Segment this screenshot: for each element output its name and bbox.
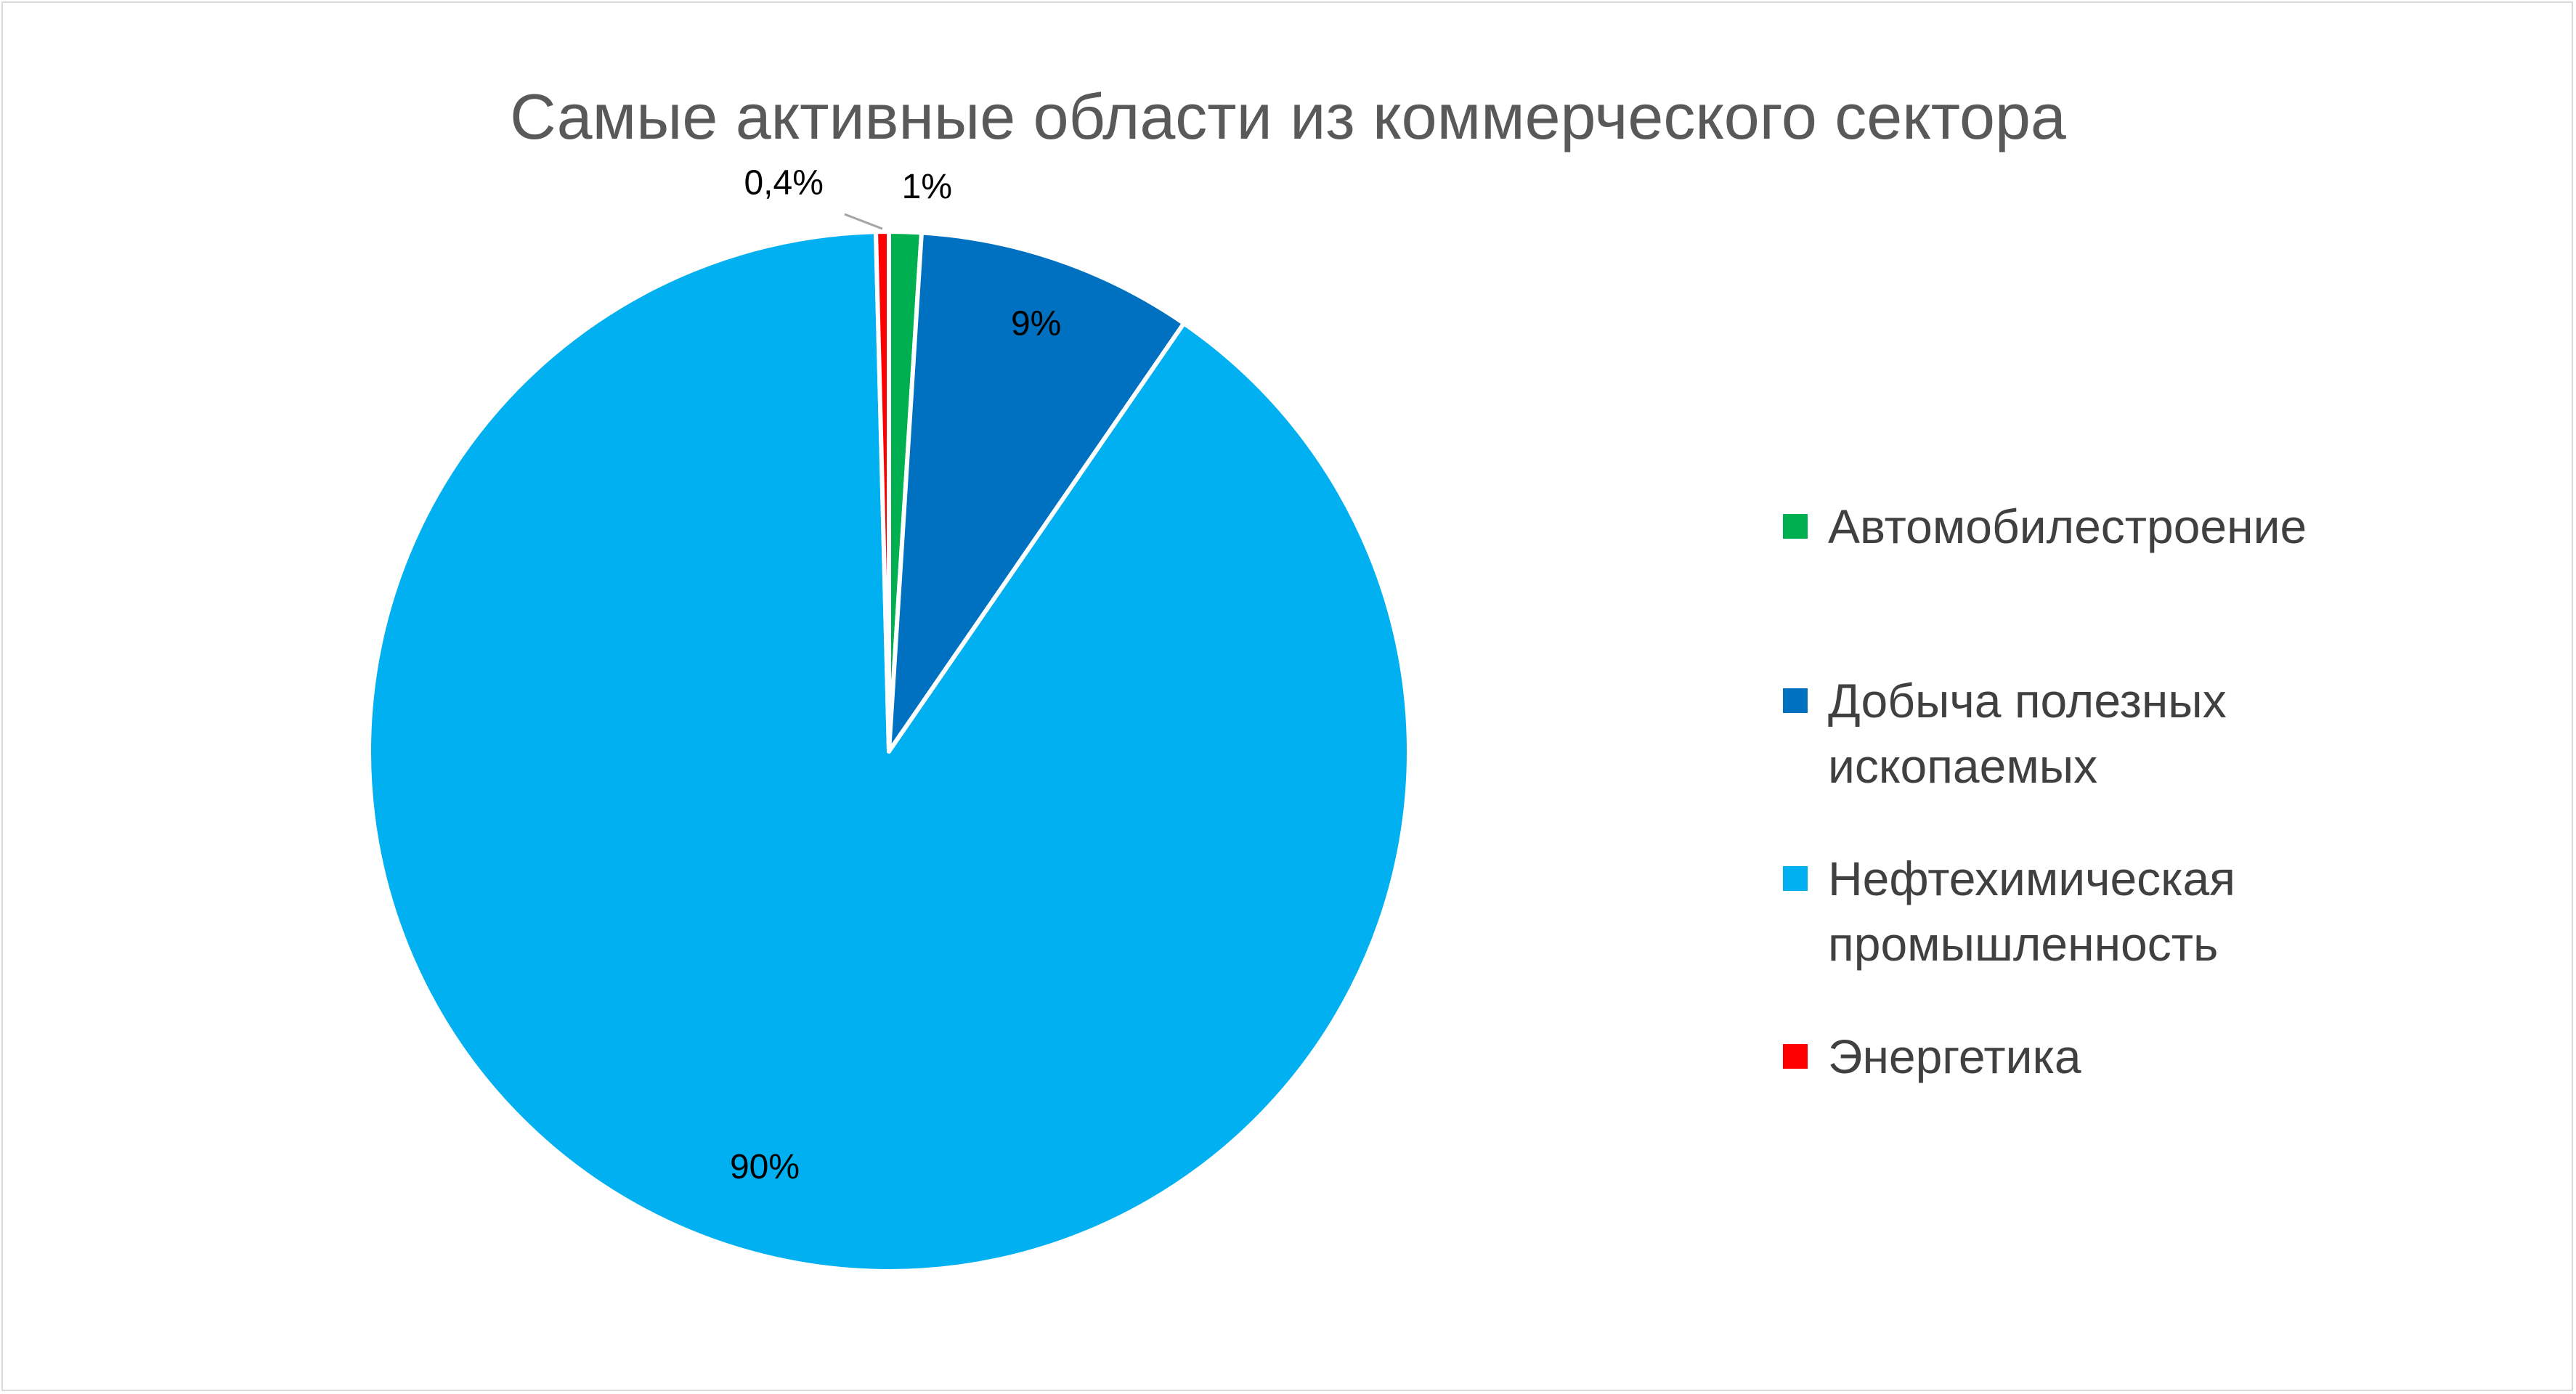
legend-swatch-energy [1783, 1044, 1808, 1069]
pie-slice-mining [887, 230, 1187, 754]
label-leader-line-energy [844, 213, 883, 230]
legend-label-automotive: Автомобилестроение [1828, 500, 2307, 553]
chart-title: Самые активные области из коммерческого … [510, 81, 2066, 152]
data-labels: 1% 9% 90% 0,4% [730, 164, 1061, 1186]
pie-slice-energy [874, 229, 891, 754]
data-label-energy: 0,4% [744, 164, 823, 203]
legend-swatch-petrochemical [1783, 866, 1808, 891]
data-label-automotive: 1% [902, 168, 952, 206]
legend-swatch-automotive [1783, 514, 1808, 539]
legend-swatch-mining [1783, 688, 1808, 713]
data-label-petrochemical: 90% [730, 1148, 800, 1186]
pie-slices [367, 229, 1411, 1273]
data-label-mining: 9% [1011, 305, 1061, 343]
legend-label-energy: Энергетика [1828, 1030, 2081, 1083]
legend-label-petrochemical: Нефтехимическая промышленность [1828, 852, 2235, 971]
legend-label-mining: Добыча полезных ископаемых [1828, 674, 2227, 793]
